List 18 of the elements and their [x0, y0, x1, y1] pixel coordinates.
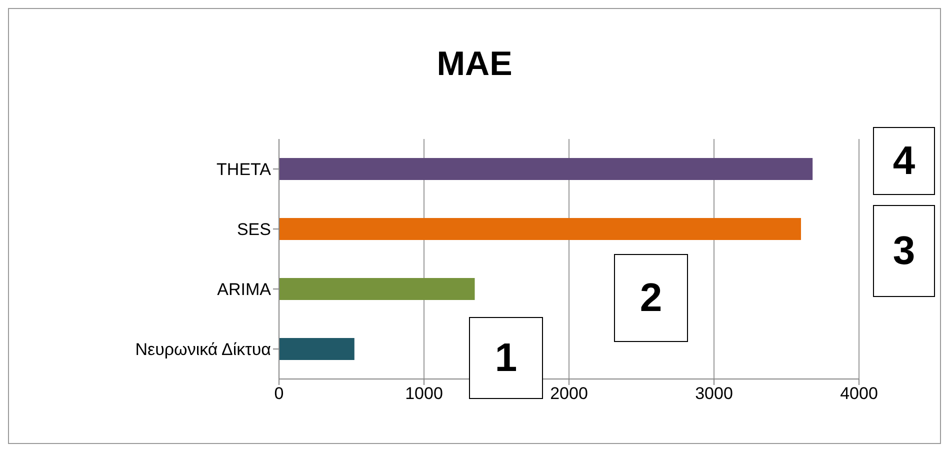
y-tick-label: Νευρωνικά Δίκτυα — [135, 340, 272, 360]
x-tick-label: 2000 — [550, 384, 588, 404]
annotation: 1 — [469, 317, 543, 399]
bar — [279, 218, 801, 240]
text: 4 — [873, 127, 935, 195]
bar — [279, 158, 813, 180]
y-tick-label: SES — [236, 220, 271, 240]
x-tick-label: 3000 — [695, 384, 733, 404]
y-tick-label: THETA — [216, 160, 272, 180]
x-tick-label: 1000 — [405, 384, 443, 404]
bar — [279, 278, 475, 300]
y-tick-label: ARIMA — [217, 280, 272, 300]
bar — [279, 338, 354, 360]
chart-title: MAE — [436, 45, 514, 84]
x-tick-label: 4000 — [840, 384, 878, 404]
text: 3 — [873, 205, 935, 297]
annotation: 2 — [614, 254, 688, 342]
x-tick-label: 0 — [274, 384, 284, 404]
